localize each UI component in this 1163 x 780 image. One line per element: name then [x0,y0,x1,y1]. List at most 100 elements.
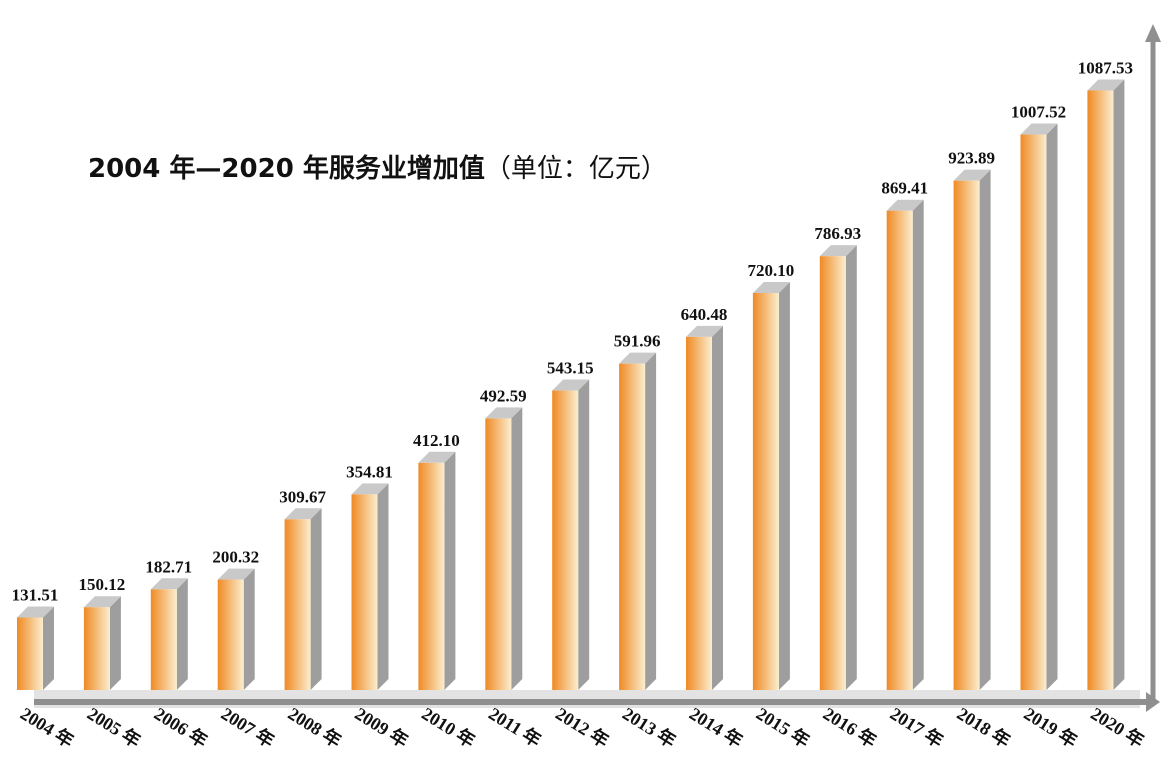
bar-front [485,418,512,690]
bar-top [1087,79,1125,91]
chart-title: 2004 年—2020 年服务业增加值（单位：亿元） [88,148,667,185]
bar-side [1113,79,1125,691]
bar-2011年 [485,407,523,690]
bars-layer [17,79,1125,691]
bar-side [645,352,657,690]
x-tick-label: 2009 年 [351,703,412,752]
bar-2004年 [17,606,54,690]
x-tick-label: 2017 年 [887,703,948,752]
bar-2005年 [83,596,121,690]
bar-front [150,589,177,690]
x-tick-labels-layer: 2004 年 2005 年 2006 年 2007 年 2008 年 2009 年 2010… [17,703,1148,752]
bar-2019年 [1020,123,1058,691]
bar-top [619,352,657,364]
axis-layer [34,24,1161,712]
data-label: 786.93 [814,224,861,243]
bar-2009年 [351,483,389,690]
bar-top [819,245,857,257]
bar-2020年 [1087,79,1125,691]
data-label: 131.51 [12,585,59,604]
x-tick-label: 2019 年 [1020,703,1081,752]
bar-top [953,169,991,181]
bar-side [778,282,790,690]
x-tick-label: 2008 年 [284,703,345,752]
x-axis-arrow [1146,692,1160,712]
bar-front [1087,90,1114,691]
bar-side [912,199,924,690]
bar-top [552,379,590,391]
bar-2006年 [150,578,188,690]
bar-side [979,169,991,691]
bar-front [1020,134,1047,691]
x-tick-label: 2013 年 [619,703,680,752]
x-tick-label: 2005 年 [84,703,145,752]
bar-2015年 [752,282,790,690]
bar-top [686,325,723,337]
x-tick-label: 2014 年 [686,703,747,752]
bar-front [819,256,846,690]
x-tick-label: 2006 年 [151,703,212,752]
bar-side [243,568,255,690]
bar-2010年 [418,451,456,690]
data-label: 591.96 [614,332,661,351]
bar-front [83,607,110,690]
bar-top [752,282,790,294]
bar-side [845,245,857,690]
chart-title-main: 2004 年—2020 年服务业增加值 [88,154,485,184]
data-label: 492.59 [480,386,527,405]
bar-side [176,578,188,690]
data-label: 720.10 [748,261,795,280]
chart-unit-label: （单位：亿元） [484,154,667,184]
bar-side [1046,123,1058,691]
bar-2007年 [217,568,255,690]
x-tick-label: 2011 年 [485,703,545,751]
bar-top [886,199,924,211]
bar-top [485,407,523,419]
bar-side [43,606,54,690]
bar-2014年 [686,325,723,690]
bar-front [217,579,244,690]
data-label: 150.12 [79,575,126,594]
bar-front [17,617,43,690]
bar-front [686,336,712,690]
bar-side [109,596,121,690]
data-label: 354.81 [346,462,393,481]
bar-front [619,363,646,690]
data-label: 309.67 [279,487,326,506]
bar-2017年 [886,199,924,690]
x-tick-label: 2010 年 [418,703,479,752]
data-label: 182.71 [145,557,192,576]
bar-front [418,462,445,690]
data-label: 1007.52 [1011,103,1066,122]
data-label: 923.89 [948,149,995,168]
x-tick-label: 2016 年 [820,703,881,752]
bar-top [1020,123,1058,135]
bar-front [284,519,311,690]
x-tick-label: 2018 年 [953,703,1014,752]
bar-front [752,293,779,690]
bar-top [351,483,389,495]
bar-side [511,407,523,690]
x-tick-label: 2007 年 [218,703,279,752]
bar-front [953,180,980,691]
value-labels-layer: 131.51 150.12 182.71 200.32 309.67 354.81 412.… [12,58,1133,604]
bar-top [150,578,188,590]
data-label: 543.15 [547,359,594,378]
x-tick-label: 2012 年 [552,703,613,752]
data-label: 640.48 [681,305,728,324]
data-label: 1087.53 [1078,58,1133,77]
data-label: 412.10 [413,431,460,450]
bar-side [310,508,322,690]
bar-front [351,494,378,690]
bar-front [552,390,579,690]
bar-2016年 [819,245,857,690]
data-label: 869.41 [881,179,928,198]
bar-side [377,483,389,690]
bar-top [217,568,255,580]
x-tick-label: 2020 年 [1087,703,1148,752]
bar-top [284,508,322,520]
y-axis-arrow [1145,24,1161,42]
bar-top [17,606,54,618]
